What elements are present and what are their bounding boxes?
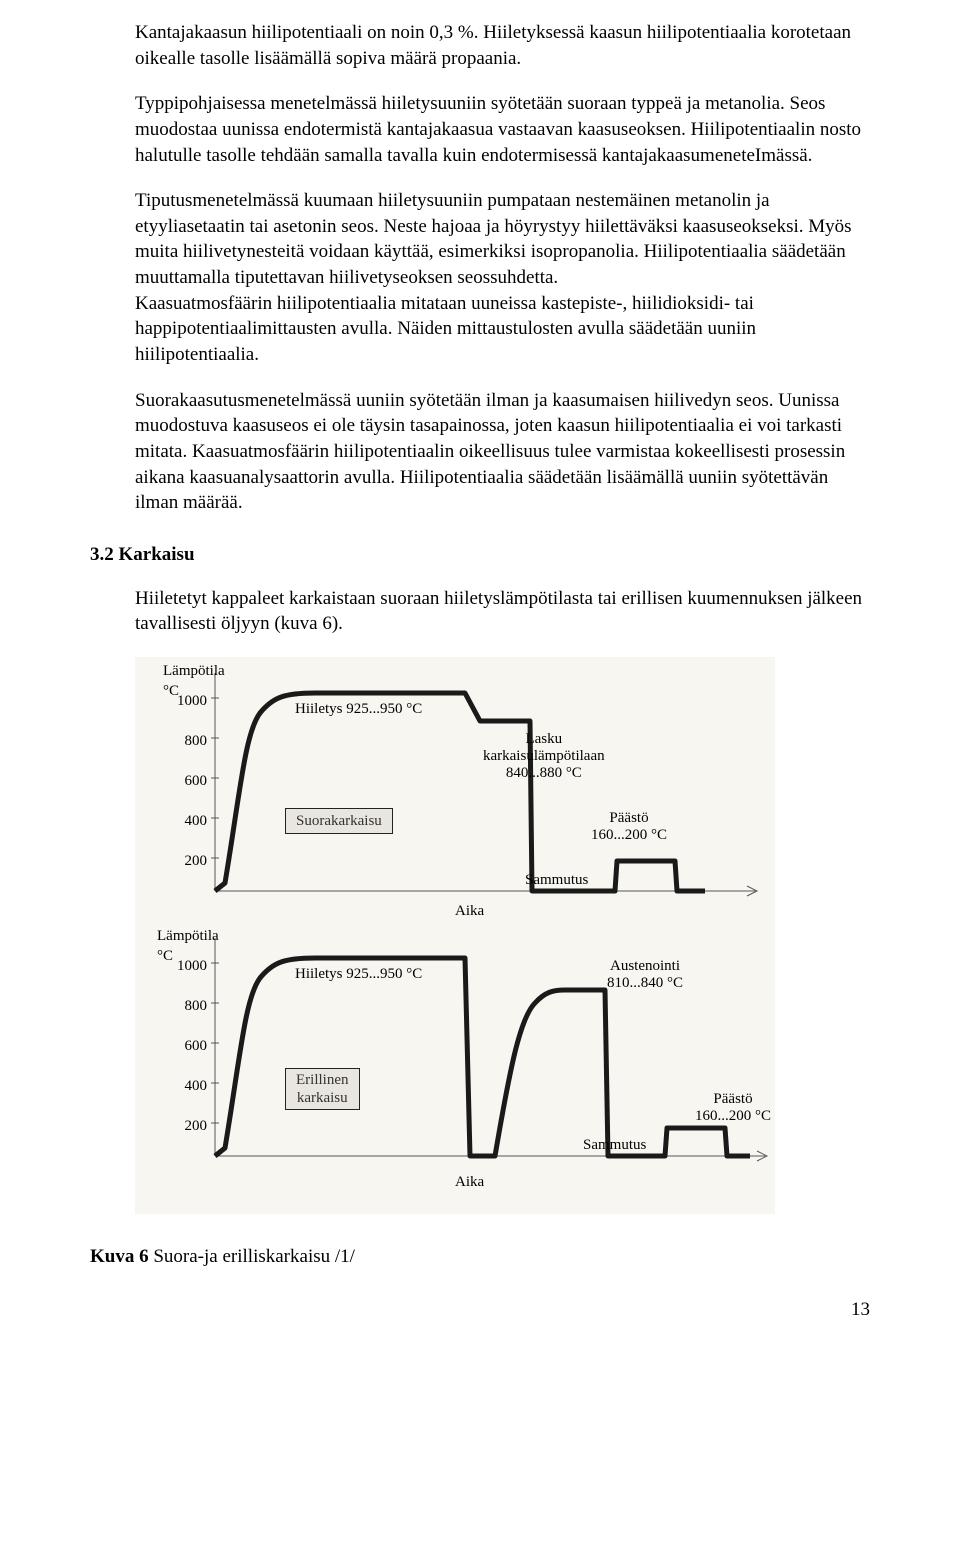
body-text: Kaasuatmosfäärin hiilipotentiaalia mitat… [135, 293, 756, 365]
ytick: 200 [167, 851, 207, 871]
chart-svg [135, 663, 775, 928]
temperature-curve [215, 693, 705, 891]
body-paragraph: Tiputusmenetelmässä kuumaan hiiletysuuni… [135, 188, 870, 367]
annot-paasto: Päästö 160...200 °C [591, 810, 667, 845]
figure-caption: Kuva 6 Suora-ja erilliskarkaisu /1/ [90, 1244, 870, 1270]
ytick: 1000 [167, 956, 207, 976]
body-paragraph: Kantajakaasun hiilipotentiaali on noin 0… [135, 20, 870, 71]
ytick: 400 [167, 1076, 207, 1096]
box-label-suorakarkaisu: Suorakarkaisu [285, 808, 393, 834]
body-text: Tiputusmenetelmässä kuumaan hiiletysuuni… [135, 190, 852, 288]
annot-sammutus: Sammutus [583, 1137, 646, 1154]
figure-6: Lämpötila °C 1000 800 600 400 200 Hiilet… [135, 657, 775, 1214]
ytick: 1000 [167, 691, 207, 711]
annot-sammutus: Sammutus [525, 872, 588, 889]
ytick: 400 [167, 811, 207, 831]
annot-paasto: Päästö 160...200 °C [695, 1091, 771, 1126]
caption-rest: Suora-ja erilliskarkaisu /1/ [149, 1246, 355, 1267]
chart-suorakarkaisu: Lämpötila °C 1000 800 600 400 200 Hiilet… [135, 663, 775, 928]
ytick: 800 [167, 996, 207, 1016]
chart-erillinen-karkaisu: Lämpötila °C 1000 800 600 400 200 Hiilet… [135, 928, 775, 1208]
ytick: 800 [167, 731, 207, 751]
section-heading: 3.2 Karkaisu [90, 542, 870, 568]
box-label-erillinen: Erillinen karkaisu [285, 1068, 360, 1110]
ytick: 600 [167, 1036, 207, 1056]
body-paragraph: Suorakaasutusmenetelmässä uuniin syötetä… [135, 388, 870, 516]
body-paragraph: Typpipohjaisessa menetelmässä hiiletysuu… [135, 91, 870, 168]
ytick: 600 [167, 771, 207, 791]
annot-hiiletys: Hiiletys 925...950 °C [295, 966, 422, 983]
annot-hiiletys: Hiiletys 925...950 °C [295, 701, 422, 718]
annot-austenointi: Austenointi 810...840 °C [607, 958, 683, 993]
ytick: 200 [167, 1116, 207, 1136]
caption-bold: Kuva 6 [90, 1246, 149, 1267]
annot-lasku: Lasku karkaisulämpötilaan 840...880 °C [483, 731, 605, 783]
body-paragraph: Hiiletetyt kappaleet karkaistaan suoraan… [135, 586, 870, 637]
xaxis-label: Aika [455, 901, 484, 921]
xaxis-label: Aika [455, 1172, 484, 1192]
page-number: 13 [90, 1297, 870, 1323]
